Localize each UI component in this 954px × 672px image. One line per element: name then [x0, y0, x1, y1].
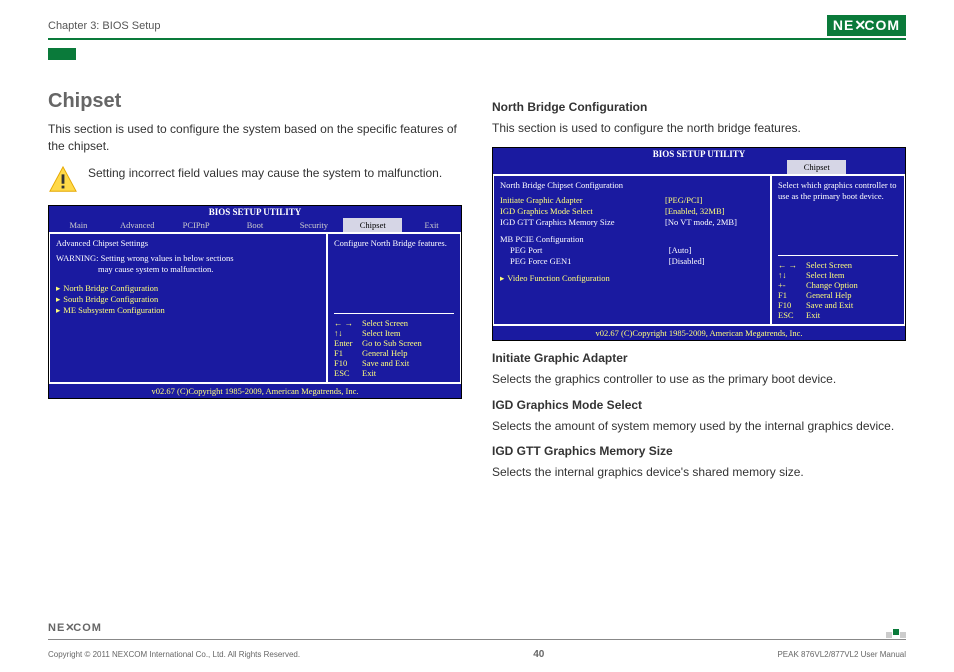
bios2-setting-row: Initiate Graphic Adapter[PEG/PCI] [500, 195, 764, 206]
warning-icon [48, 165, 78, 195]
footer-copyright: Copyright © 2011 NEXCOM International Co… [48, 650, 300, 659]
brand-logo: NE✕COM [827, 15, 906, 36]
iga-text: Selects the graphics controller to use a… [492, 371, 906, 388]
header-divider [48, 38, 906, 40]
bios1-footer: v02.67 (C)Copyright 1985-2009, American … [49, 383, 461, 398]
bios-help-row: F10Save and Exit [778, 300, 898, 310]
bios1-tab: PCIPnP [167, 218, 226, 232]
bios1-tab: Exit [402, 218, 461, 232]
bios2-section2-title: MB PCIE Configuration [500, 234, 764, 245]
nb-title: North Bridge Configuration [492, 100, 906, 114]
section-intro: This section is used to configure the sy… [48, 121, 462, 155]
bios-help-row: F1General Help [778, 290, 898, 300]
bios-help-row: F10Save and Exit [334, 358, 454, 368]
chapter-label: Chapter 3: BIOS Setup [48, 20, 161, 32]
iga-title: Initiate Graphic Adapter [492, 351, 906, 365]
bios-help-row: F1General Help [334, 348, 454, 358]
left-column: Chipset This section is used to configur… [48, 90, 462, 491]
bios-help-row: ← →Select Screen [778, 260, 898, 270]
bios-help-row: +-Change Option [778, 280, 898, 290]
bios1-warning-l1: WARNING: Setting wrong values in below s… [56, 253, 320, 264]
section-title: Chipset [48, 90, 462, 113]
bios1-side-text: Configure North Bridge features. [334, 238, 454, 249]
bios-help-row: ← →Select Screen [334, 318, 454, 328]
gtt-title: IGD GTT Graphics Memory Size [492, 444, 906, 458]
bios-help-row: ↑↓Select Item [778, 270, 898, 280]
bios2-side-text: Select which graphics controller to use … [778, 180, 898, 202]
bios1-title: BIOS SETUP UTILITY [49, 206, 461, 218]
bios2-heading: North Bridge Chipset Configuration [500, 180, 764, 191]
right-column: North Bridge Configuration This section … [492, 90, 906, 491]
bios-help-row: ↑↓Select Item [334, 328, 454, 338]
bios2-extra-item: ▸Video Function Configuration [500, 273, 764, 284]
bios2-title: BIOS SETUP UTILITY [493, 148, 905, 160]
bios1-heading: Advanced Chipset Settings [56, 238, 320, 249]
bios2-footer: v02.67 (C)Copyright 1985-2009, American … [493, 325, 905, 340]
bios-help-row: ESCExit [778, 310, 898, 320]
bios-help-row: ESCExit [334, 368, 454, 378]
warning-text: Setting incorrect field values may cause… [88, 165, 442, 182]
bios1-menu-item: ▸ME Subsystem Configuration [56, 305, 320, 316]
bios2-sub-row: PEG Port[Auto] [500, 245, 764, 256]
bios1-tab: Boot [226, 218, 285, 232]
footer-manual: PEAK 876VL2/877VL2 User Manual [777, 650, 906, 659]
bios-screenshot-2: BIOS SETUP UTILITY Chipset North Bridge … [492, 147, 906, 341]
igd-title: IGD Graphics Mode Select [492, 398, 906, 412]
bios2-tab-active: Chipset [787, 160, 846, 174]
bios1-menu-item: ▸South Bridge Configuration [56, 294, 320, 305]
warning-block: Setting incorrect field values may cause… [48, 165, 462, 195]
footer-decoration [886, 632, 906, 638]
bios1-tab: Security [284, 218, 343, 232]
footer-logo: NE✕COM [48, 618, 102, 636]
footer-divider [48, 639, 906, 640]
nb-intro: This section is used to configure the no… [492, 120, 906, 137]
igd-text: Selects the amount of system memory used… [492, 418, 906, 435]
bios-screenshot-1: BIOS SETUP UTILITY MainAdvancedPCIPnPBoo… [48, 205, 462, 399]
header-accent [48, 48, 76, 60]
bios1-tab: Advanced [108, 218, 167, 232]
bios2-sub-row: PEG Force GEN1[Disabled] [500, 256, 764, 267]
bios2-setting-row: IGD GTT Graphics Memory Size[No VT mode,… [500, 217, 764, 228]
bios1-warning-l2: may cause system to malfunction. [56, 264, 320, 275]
bios1-menu-item: ▸North Bridge Configuration [56, 283, 320, 294]
page-number: 40 [533, 649, 544, 660]
bios-help-row: EnterGo to Sub Screen [334, 338, 454, 348]
bios2-setting-row: IGD Graphics Mode Select[Enabled, 32MB] [500, 206, 764, 217]
bios1-tab: Main [49, 218, 108, 232]
bios1-tab: Chipset [343, 218, 402, 232]
gtt-text: Selects the internal graphics device's s… [492, 464, 906, 481]
